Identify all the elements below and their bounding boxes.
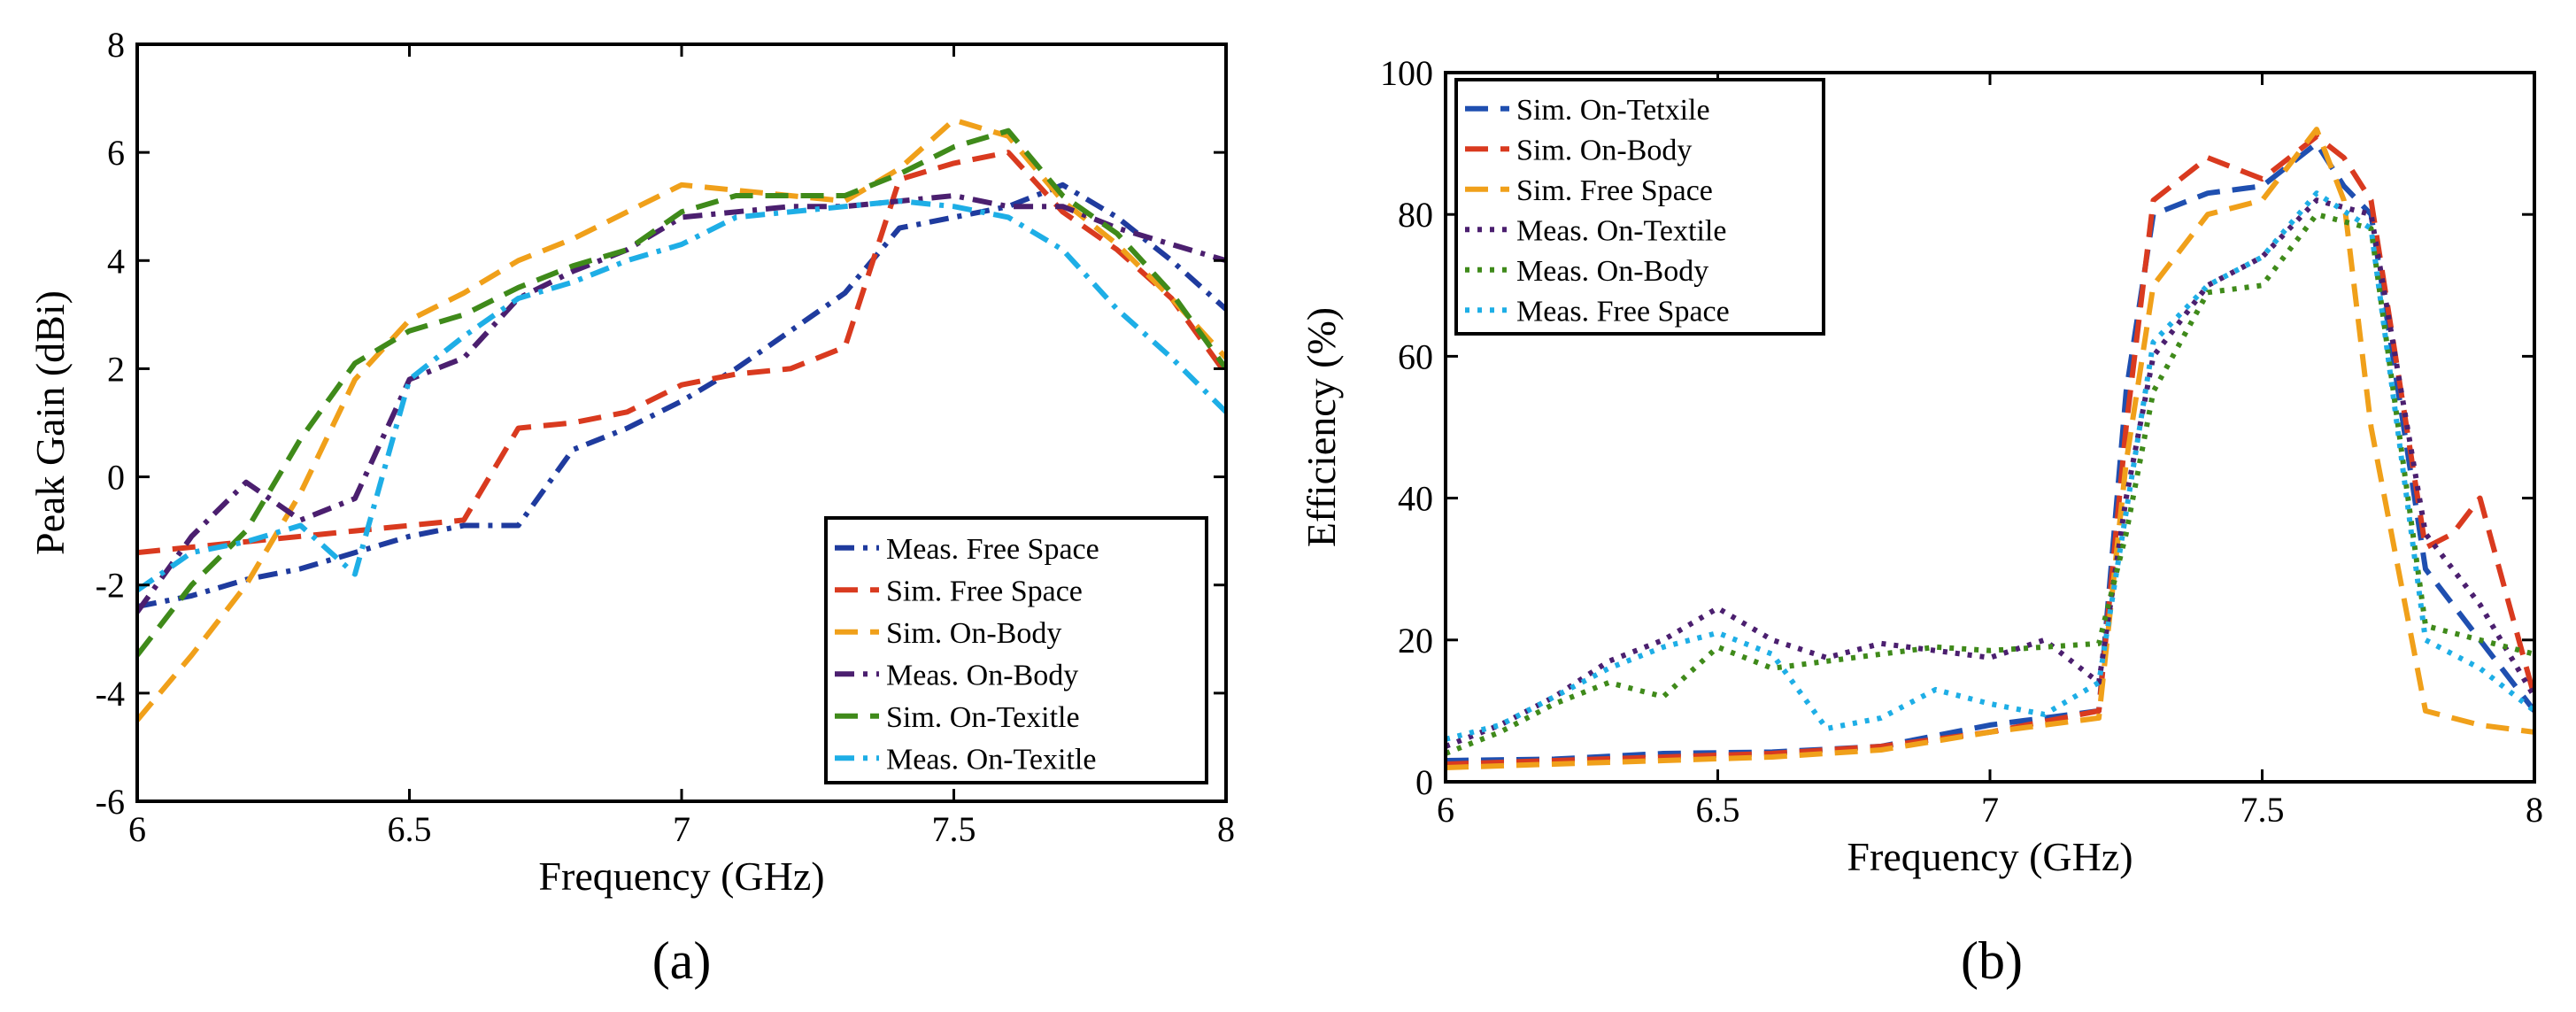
legend-entry: Meas. On-Texitle (886, 743, 1096, 776)
legend-entry: Sim. On-Body (1516, 134, 1692, 166)
series-line-3 (1446, 127, 2534, 770)
y-tick-label: 0 (1415, 762, 1433, 802)
legend-entry: Meas. On-Textile (1516, 214, 1726, 247)
y-tick-label: 40 (1398, 479, 1433, 519)
x-axis-label: Frequency (GHz) (1847, 834, 2133, 879)
x-tick-label: 7 (1981, 790, 1999, 830)
legend-box (1454, 78, 1825, 336)
series-line-3 (137, 117, 1226, 722)
y-tick-label: 2 (107, 349, 125, 389)
chart-panel-a: 6 6.5 7 7.5 8 -6 -4 -2 0 2 4 6 8 Frequency (GHz) Peak … (27, 25, 1235, 990)
series-line-2 (1446, 134, 2534, 767)
x-tick-label: 8 (2526, 790, 2543, 830)
series-group (1446, 127, 2534, 770)
x-tick-label: 7.5 (2241, 790, 2285, 830)
series-line-4 (137, 193, 1226, 614)
legend-entry: Sim. On-Texitle (886, 701, 1080, 734)
y-tick-label: -4 (96, 674, 125, 714)
y-tick-label: 60 (1398, 336, 1433, 376)
x-tick-label: 6 (128, 809, 146, 849)
legend-entry: Meas. On-Body (1516, 255, 1708, 288)
y-tick-label: 8 (107, 25, 125, 65)
series-line-4 (1446, 197, 2534, 749)
x-tick-label: 8 (1217, 809, 1235, 849)
y-axis-label: Peak Gain (dBi) (27, 290, 73, 555)
y-tick-label: 6 (107, 133, 125, 173)
series-line-6 (137, 198, 1226, 593)
legend-entry: Sim. On-Body (886, 617, 1061, 650)
legend-entry: Sim. Free Space (886, 575, 1083, 607)
legend-box (824, 516, 1208, 784)
y-axis-label: Efficiency (%) (1299, 307, 1344, 547)
panel-label: (b) (1961, 931, 2023, 990)
legend: Sim. On-Tetxile Sim. On-Body Sim. Free Spa… (1454, 78, 1825, 336)
legend-entry: Meas. Free Space (1516, 295, 1730, 328)
y-tick-label: -2 (96, 566, 125, 606)
x-tick-label: 7.5 (932, 809, 976, 849)
x-tick-label: 6 (1437, 790, 1454, 830)
x-tick-label: 7 (673, 809, 690, 849)
panel-label: (a) (652, 931, 712, 990)
legend: Meas. Free Space Sim. Free Space Sim. On-B… (824, 516, 1208, 784)
x-tick-label: 6.5 (388, 809, 432, 849)
y-tick-label: 100 (1380, 53, 1433, 93)
y-tick-label: 20 (1398, 621, 1433, 661)
y-tick-label: 4 (107, 241, 125, 281)
legend-entry: Meas. On-Body (886, 659, 1078, 691)
x-axis-label: Frequency (GHz) (538, 854, 824, 899)
y-tick-label: -6 (96, 782, 125, 822)
x-tick-label: 6.5 (1696, 790, 1740, 830)
series-line-6 (1446, 190, 2534, 742)
legend-entry: Meas. Free Space (886, 533, 1099, 566)
y-tick-label: 0 (107, 458, 125, 498)
series-line-2 (137, 150, 1226, 556)
series-line-5 (137, 127, 1226, 657)
series-group (137, 117, 1226, 722)
y-tick-label: 80 (1398, 195, 1433, 235)
legend-entry: Sim. Free Space (1516, 174, 1713, 207)
legend-entry: Sim. On-Tetxile (1516, 94, 1710, 127)
